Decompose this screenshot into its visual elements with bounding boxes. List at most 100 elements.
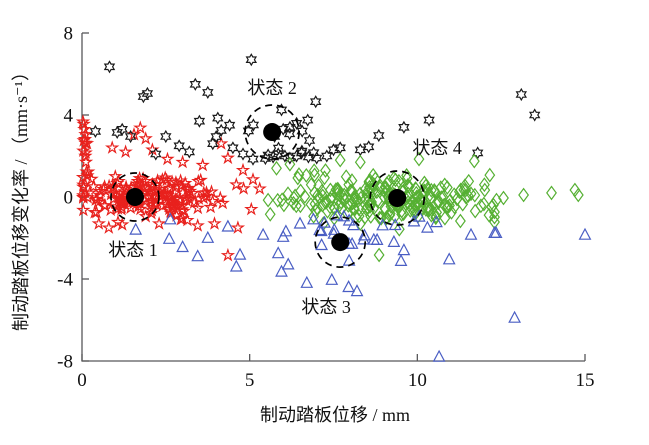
star5-marker bbox=[235, 162, 251, 177]
triangle-marker bbox=[327, 222, 341, 235]
diamond-marker bbox=[413, 151, 425, 167]
diamond-marker bbox=[319, 170, 330, 186]
diamond-marker bbox=[276, 192, 288, 208]
diamond-marker bbox=[371, 184, 383, 200]
star6-marker bbox=[111, 125, 123, 139]
diamond-marker bbox=[403, 179, 415, 194]
star6-marker bbox=[471, 146, 484, 160]
star5-marker bbox=[76, 133, 91, 147]
diamond-marker bbox=[332, 181, 344, 197]
star6-marker bbox=[515, 87, 528, 102]
diamond-marker bbox=[489, 204, 500, 220]
star6-marker bbox=[528, 108, 541, 122]
star6-marker bbox=[362, 140, 375, 154]
diamond-marker bbox=[478, 177, 490, 193]
diamond-marker bbox=[369, 171, 381, 187]
diamond-marker bbox=[396, 206, 408, 222]
star6-marker bbox=[284, 120, 296, 134]
star5-marker bbox=[108, 168, 123, 183]
diamond-marker bbox=[282, 186, 294, 202]
diamond-marker bbox=[569, 182, 581, 198]
diamond-marker bbox=[406, 194, 418, 210]
star5-marker bbox=[180, 181, 195, 196]
centroid-ring-state2 bbox=[244, 104, 300, 160]
star6-marker bbox=[283, 127, 296, 141]
star5-marker bbox=[132, 170, 147, 185]
star5-marker bbox=[176, 203, 191, 218]
triangle-marker bbox=[432, 349, 446, 362]
diamond-marker bbox=[262, 192, 274, 208]
x-tick-label: 0 bbox=[77, 370, 87, 391]
diamond-marker bbox=[354, 216, 366, 232]
diamond-marker bbox=[300, 167, 312, 183]
star6-marker bbox=[173, 139, 185, 153]
star5-marker bbox=[145, 142, 160, 156]
star5-marker bbox=[167, 185, 182, 199]
triangle-marker bbox=[307, 212, 320, 225]
star6-marker bbox=[189, 77, 202, 91]
star6-marker bbox=[398, 120, 410, 134]
triangle-marker bbox=[508, 310, 521, 323]
diamond-marker bbox=[309, 185, 321, 201]
centroid-dot-state4 bbox=[388, 189, 407, 208]
diamond-marker bbox=[441, 199, 453, 215]
star6-marker bbox=[193, 114, 206, 128]
triangle-marker bbox=[342, 280, 355, 293]
star5-marker bbox=[107, 185, 122, 199]
star6-marker bbox=[301, 113, 314, 127]
centroid-ring-state3 bbox=[314, 216, 367, 268]
diamond-marker bbox=[316, 197, 328, 213]
star6-marker bbox=[237, 147, 249, 161]
star6-marker bbox=[267, 150, 279, 164]
triangle-marker bbox=[276, 229, 290, 242]
diamond-marker bbox=[272, 192, 284, 208]
diamond-marker bbox=[489, 209, 500, 225]
star6-marker bbox=[227, 141, 239, 155]
star5-marker bbox=[162, 193, 177, 207]
star6-marker bbox=[334, 141, 346, 155]
triangle-marker bbox=[300, 275, 314, 288]
star5-marker bbox=[190, 200, 205, 215]
diamond-marker bbox=[417, 183, 429, 199]
star5-marker bbox=[172, 191, 187, 206]
star5-marker bbox=[145, 176, 160, 191]
star6-marker bbox=[327, 143, 340, 157]
triangle-marker bbox=[256, 227, 270, 240]
centroid-dot-state2 bbox=[263, 123, 282, 142]
diamond-marker bbox=[334, 152, 346, 168]
diamond-marker bbox=[316, 183, 328, 199]
star5-marker bbox=[133, 120, 148, 134]
star5-marker bbox=[81, 164, 96, 178]
diamond-marker bbox=[284, 156, 296, 172]
diamond-marker bbox=[441, 180, 453, 195]
diamond-marker bbox=[449, 199, 460, 215]
triangle-marker bbox=[387, 234, 401, 248]
x-axis-title: 制动踏板位移 / mm bbox=[259, 405, 411, 425]
diamond-marker bbox=[319, 194, 331, 210]
star5-marker bbox=[245, 172, 261, 186]
star5-marker bbox=[75, 114, 91, 128]
diamond-marker bbox=[469, 203, 481, 219]
diamond-marker bbox=[417, 194, 429, 210]
triangle-marker bbox=[201, 230, 215, 243]
cluster-label-state1: 状态 1 bbox=[108, 240, 158, 261]
y-tick-label: 8 bbox=[64, 24, 74, 45]
diamond-marker bbox=[362, 183, 374, 199]
y-tick-label: -4 bbox=[57, 270, 73, 291]
star5-marker bbox=[220, 150, 236, 165]
star5-marker bbox=[144, 205, 159, 220]
star6-marker bbox=[272, 147, 284, 161]
star5-marker bbox=[138, 131, 153, 145]
star5-marker bbox=[220, 247, 236, 262]
cluster-state3-points bbox=[129, 208, 592, 362]
star6-marker bbox=[275, 103, 288, 117]
diamond-marker bbox=[424, 187, 436, 203]
star5-marker bbox=[187, 195, 202, 209]
diamond-marker bbox=[367, 167, 379, 183]
diamond-marker bbox=[368, 176, 380, 192]
diamond-marker bbox=[425, 182, 437, 198]
diamond-marker bbox=[457, 196, 469, 212]
diamond-marker bbox=[381, 176, 393, 192]
star5-marker bbox=[115, 217, 130, 231]
